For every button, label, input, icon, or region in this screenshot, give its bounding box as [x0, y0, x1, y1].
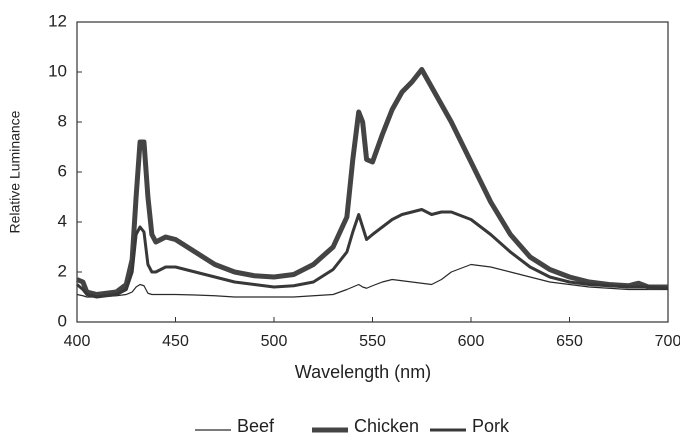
- legend-label: Pork: [472, 416, 510, 436]
- line-series: [76, 67, 668, 297]
- y-tick-label: 8: [58, 111, 67, 130]
- line-series: [76, 263, 668, 298]
- y-tick-label: 4: [58, 211, 67, 230]
- x-tick-label: 650: [556, 333, 583, 350]
- x-tick-label: 500: [261, 333, 288, 350]
- legend-label: Chicken: [354, 416, 419, 436]
- x-tick-label: 700: [655, 333, 680, 350]
- y-tick-label: 6: [58, 161, 67, 180]
- x-tick-label: 400: [64, 333, 91, 350]
- line-series: [76, 208, 669, 299]
- y-tick-label: 0: [58, 311, 67, 330]
- y-tick-label: 10: [48, 61, 67, 80]
- legend-label: Beef: [237, 416, 275, 436]
- y-axis-label: Relative Luminance: [7, 110, 23, 233]
- x-tick-label: 450: [162, 333, 189, 350]
- x-tick-label: 550: [359, 333, 386, 350]
- y-tick-label: 12: [48, 11, 67, 30]
- x-tick-label: 600: [458, 333, 485, 350]
- y-tick-label: 2: [58, 261, 67, 280]
- x-axis-label: Wavelength (nm): [295, 362, 431, 382]
